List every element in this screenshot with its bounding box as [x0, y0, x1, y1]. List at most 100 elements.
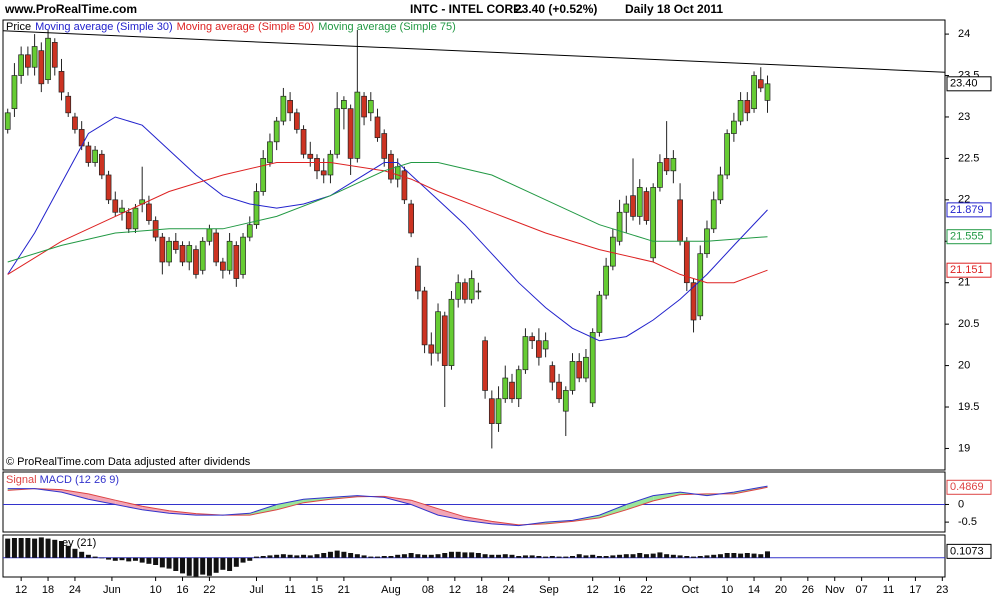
candle-body	[280, 95, 287, 122]
macd-fill	[61, 489, 89, 500]
bar	[65, 545, 71, 558]
bar	[475, 553, 481, 558]
x-tick-label: 24	[503, 584, 515, 596]
bar	[623, 554, 629, 558]
candle-body	[152, 220, 159, 238]
bar	[341, 551, 347, 558]
x-tick-label: 14	[748, 584, 760, 596]
bar	[240, 557, 246, 563]
bar	[11, 538, 17, 558]
candle-body	[435, 311, 441, 354]
bar	[233, 557, 239, 567]
candle-body	[731, 120, 737, 134]
candle-body	[381, 133, 388, 159]
candle-body	[408, 203, 414, 234]
bar	[415, 554, 421, 558]
candle-body	[562, 390, 569, 412]
legend-entry: Signal	[6, 474, 37, 486]
candle-body	[11, 75, 18, 110]
legend-entry: Price	[6, 21, 31, 33]
candle-body	[300, 129, 307, 155]
x-tick-label: 15	[311, 584, 323, 596]
candle-body	[502, 377, 509, 400]
candle-body	[737, 100, 744, 122]
candle-body	[206, 228, 213, 242]
bar	[583, 555, 589, 558]
x-tick-label: Sep	[539, 584, 559, 596]
last-value-box	[946, 543, 992, 559]
candle-body	[401, 170, 408, 201]
bar	[543, 556, 549, 558]
legend-entry: MACD (12 26 9)	[40, 474, 119, 486]
candle-body	[179, 245, 186, 263]
y-tick-label: 21	[958, 277, 970, 289]
bar	[401, 554, 407, 558]
candle-body	[361, 95, 367, 118]
candle-body	[186, 245, 193, 263]
macd-fill	[88, 493, 116, 505]
candle-body	[287, 100, 293, 114]
bar	[18, 538, 24, 558]
last-value: 21.151	[950, 264, 984, 276]
bar	[146, 557, 152, 564]
candle-body	[199, 240, 206, 271]
bar	[596, 556, 602, 558]
candle-body	[4, 112, 11, 130]
bar	[630, 554, 636, 558]
candle-body	[650, 187, 657, 259]
bar	[448, 551, 454, 558]
bar	[637, 553, 643, 558]
candle-body	[515, 369, 522, 400]
series-line	[7, 162, 768, 284]
candle-body	[495, 398, 502, 424]
x-tick-label: 22	[203, 584, 215, 596]
macd-fill	[142, 506, 170, 514]
x-tick-label: 22	[640, 584, 652, 596]
bar	[139, 557, 145, 563]
candle-body	[764, 83, 771, 101]
bar	[348, 553, 354, 558]
last-value-box	[946, 202, 992, 218]
candle-body	[260, 158, 267, 192]
bar	[381, 556, 387, 558]
candle-body	[307, 153, 314, 159]
bar	[375, 556, 381, 558]
x-tick-label: 21	[338, 584, 350, 596]
bar	[307, 555, 313, 558]
bar	[650, 553, 656, 558]
bar	[617, 554, 623, 558]
series-line	[7, 485, 768, 527]
close-value: 23.40	[950, 78, 978, 90]
x-tick-label: 16	[613, 584, 625, 596]
candle-body	[85, 145, 92, 163]
candle-body	[462, 282, 468, 300]
candle-body	[172, 240, 179, 250]
bar	[428, 554, 434, 558]
bar	[361, 555, 367, 558]
bar	[25, 538, 31, 558]
bar	[724, 553, 730, 558]
trendline	[2, 30, 946, 73]
x-tick-label: 18	[42, 584, 54, 596]
x-tick-label: Oct	[682, 584, 699, 596]
candle-body	[25, 54, 31, 68]
candle-body	[51, 42, 58, 68]
bar	[132, 557, 138, 561]
series-line	[7, 116, 768, 342]
candle-body	[341, 100, 347, 110]
candle-body	[213, 232, 219, 263]
candle-body	[98, 153, 105, 176]
macd-fill	[653, 492, 681, 501]
bar	[247, 557, 253, 561]
bar	[549, 556, 555, 558]
candle-body	[488, 398, 495, 424]
candle-body	[690, 282, 697, 321]
candle-body	[347, 108, 354, 159]
candle-body	[657, 162, 663, 188]
bar	[166, 557, 172, 569]
candle-body	[428, 344, 435, 354]
bar	[697, 556, 703, 558]
bar	[435, 554, 441, 558]
